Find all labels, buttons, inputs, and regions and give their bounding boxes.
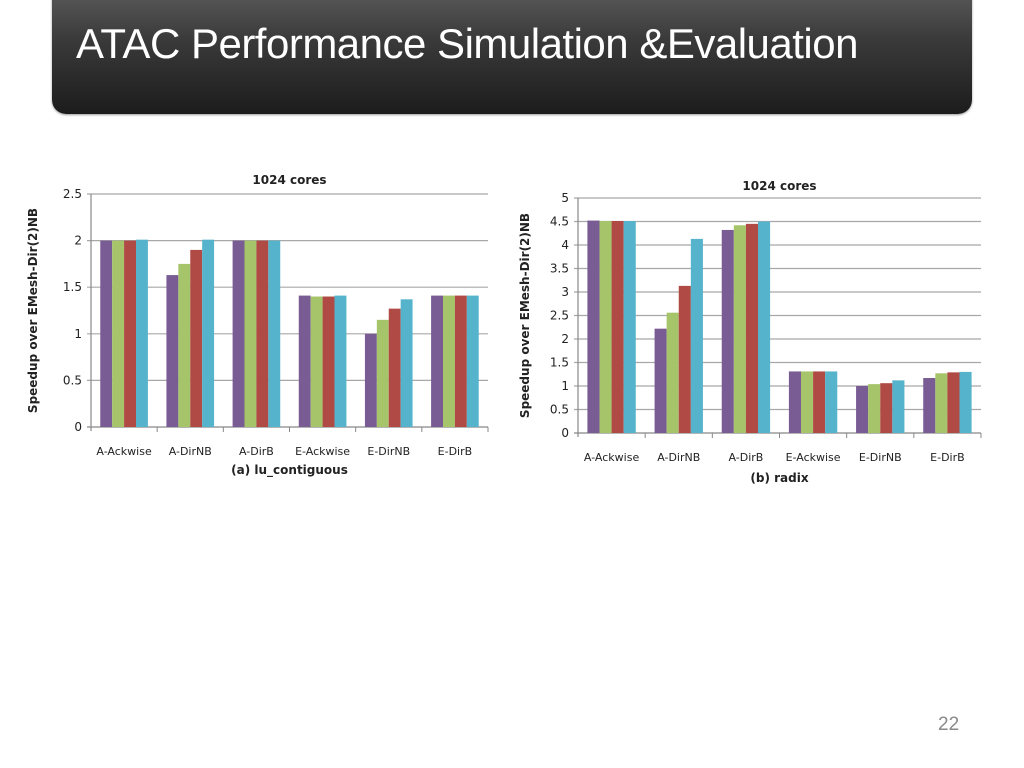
y-tick-label: 0 xyxy=(561,426,569,440)
bar-e-dirnb-series-3 xyxy=(388,308,401,427)
bar-e-ackwise-series-3 xyxy=(813,371,826,433)
bar-a-ackwise-series-3 xyxy=(611,221,624,433)
y-axis-label: Speedup over EMesh-Dir(2)NB xyxy=(26,208,40,413)
bar-a-dirnb-series-4 xyxy=(202,239,215,427)
y-axis-label: Speedup over EMesh-Dir(2)NB xyxy=(518,213,532,418)
bar-a-dirb-series-4 xyxy=(758,221,771,433)
bar-e-ackwise-series-1 xyxy=(788,371,801,433)
bar-e-ackwise-series-4 xyxy=(825,371,838,433)
bar-a-dirnb-series-1 xyxy=(654,328,667,433)
y-tick-label: 2.5 xyxy=(550,309,569,323)
bar-a-dirnb-series-3 xyxy=(678,285,691,433)
x-category-label: E-DirNB xyxy=(367,445,410,458)
bar-e-dirb-series-1 xyxy=(923,378,936,433)
x-category-label: A-DirNB xyxy=(657,451,700,464)
bar-a-dirb-series-1 xyxy=(232,240,245,427)
x-category-label: E-DirNB xyxy=(859,451,902,464)
bar-e-dirb-series-4 xyxy=(466,295,479,427)
chart-lu-contiguous: 1024 cores 0 0.5 1 1.5 2 2.5 Speedup over EMesh… xyxy=(26,173,489,478)
x-axis-label: (b) radix xyxy=(750,471,808,485)
bar-e-dirb-series-1 xyxy=(431,295,444,427)
y-tick-label: 0 xyxy=(74,420,82,434)
x-axis-label: (a) lu_contiguous xyxy=(231,463,348,478)
y-tick-label: 4 xyxy=(561,238,569,252)
bar-a-dirb-series-3 xyxy=(256,240,269,427)
x-category-label: A-DirNB xyxy=(169,445,212,458)
y-tick-label: 2 xyxy=(74,234,82,248)
y-tick-label: 2 xyxy=(561,332,569,346)
y-tick-label: 1 xyxy=(74,327,82,341)
bar-a-dirb-series-3 xyxy=(745,223,759,433)
bar-e-ackwise-series-2 xyxy=(310,296,323,427)
chart-radix: 1024 cores 0 0.5 1 1.5 2 2.5 3 3.5 4 4.5 5 Speedup o… xyxy=(518,179,982,485)
bar-e-dirb-series-3 xyxy=(947,372,960,433)
x-category-label: A-DirB xyxy=(728,451,763,464)
y-tick-label: 1.5 xyxy=(550,356,569,370)
bar-a-ackwise-series-1 xyxy=(100,240,113,427)
bar-e-dirb-series-4 xyxy=(959,371,972,433)
bar-a-ackwise-series-2 xyxy=(599,221,612,433)
bar-e-dirnb-series-2 xyxy=(376,319,389,427)
bar-a-dirb-series-1 xyxy=(721,229,734,433)
y-tick-label: 5 xyxy=(561,191,569,205)
bar-e-dirnb-series-1 xyxy=(364,333,377,427)
bar-e-dirb-series-2 xyxy=(443,295,455,427)
chart-title: 1024 cores xyxy=(742,179,816,193)
bar-e-dirb-series-2 xyxy=(935,373,948,433)
bar-e-ackwise-series-1 xyxy=(298,295,311,427)
bar-e-ackwise-series-4 xyxy=(334,295,347,427)
page-number: 22 xyxy=(938,714,960,735)
title-bar: ATAC Performance Simulation &Evaluation xyxy=(52,0,972,114)
bar-a-dirb-series-2 xyxy=(244,240,257,427)
x-category-label: E-DirB xyxy=(438,445,473,458)
bar-e-dirnb-series-2 xyxy=(868,384,881,433)
bar-a-dirnb-series-1 xyxy=(166,275,179,427)
bar-e-ackwise-series-3 xyxy=(322,296,335,427)
y-tick-label: 1 xyxy=(561,379,569,393)
bar-e-dirnb-series-4 xyxy=(892,380,905,433)
y-tick-label: 4.5 xyxy=(550,215,569,229)
bar-a-ackwise-series-4 xyxy=(623,221,636,433)
y-tick-label: 3.5 xyxy=(550,262,569,276)
bar-a-ackwise-series-1 xyxy=(587,220,600,433)
bar-a-dirnb-series-4 xyxy=(690,238,703,433)
bar-a-dirb-series-4 xyxy=(268,240,281,427)
slide-title: ATAC Performance Simulation &Evaluation xyxy=(76,20,858,67)
bar-a-ackwise-series-4 xyxy=(135,239,148,427)
x-category-label: E-DirB xyxy=(930,451,965,464)
bar-a-ackwise-series-3 xyxy=(124,240,136,427)
y-tick-label: 0.5 xyxy=(63,373,82,387)
x-category-label: A-DirB xyxy=(239,445,274,458)
bar-a-dirb-series-2 xyxy=(733,225,746,433)
x-category-label: A-Ackwise xyxy=(584,451,640,464)
x-category-label: A-Ackwise xyxy=(96,445,152,458)
bar-e-dirnb-series-3 xyxy=(880,383,893,433)
bar-e-dirnb-series-1 xyxy=(856,386,869,433)
y-tick-label: 1.5 xyxy=(63,280,82,294)
bar-a-ackwise-series-2 xyxy=(112,240,125,427)
x-category-label: E-Ackwise xyxy=(786,451,841,464)
y-tick-label: 2.5 xyxy=(63,187,82,201)
bar-e-dirb-series-3 xyxy=(454,295,467,427)
y-tick-label: 3 xyxy=(561,285,569,299)
bar-a-dirnb-series-2 xyxy=(178,263,191,427)
bar-a-dirnb-series-3 xyxy=(190,249,203,427)
bar-e-dirnb-series-4 xyxy=(400,299,413,427)
bar-a-dirnb-series-2 xyxy=(666,312,679,433)
y-tick-label: 0.5 xyxy=(550,403,569,417)
bar-e-ackwise-series-2 xyxy=(800,371,814,433)
x-category-label: E-Ackwise xyxy=(295,445,350,458)
chart-title: 1024 cores xyxy=(252,173,326,187)
